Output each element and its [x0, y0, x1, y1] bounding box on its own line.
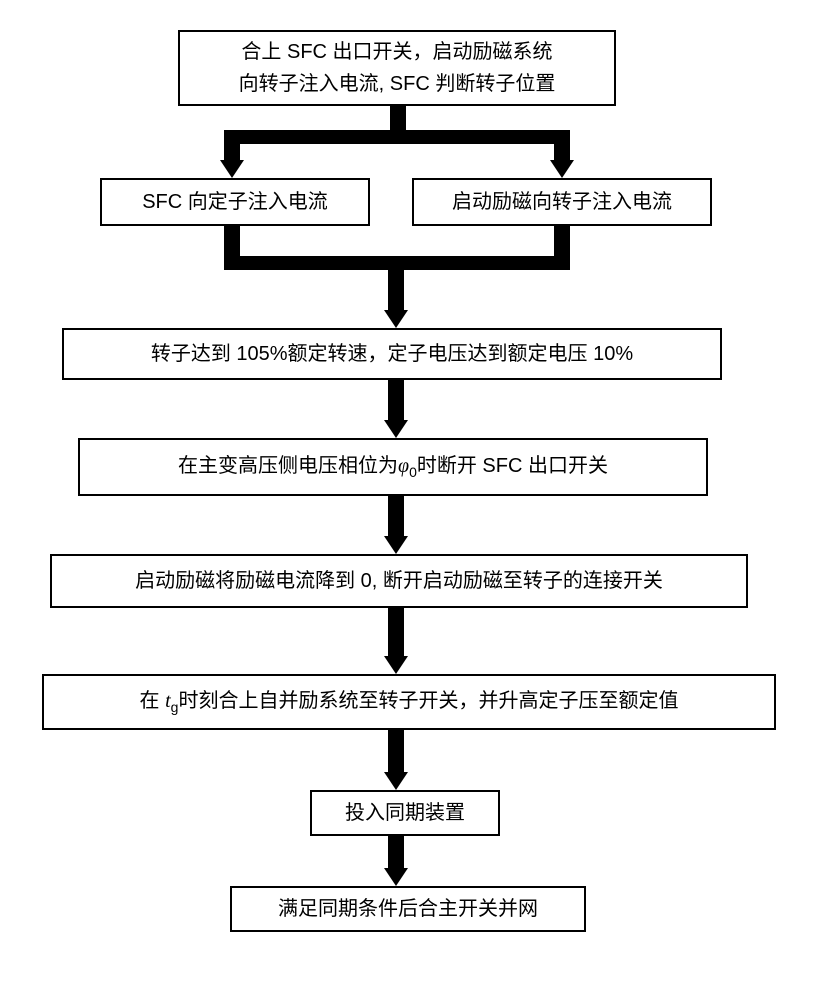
arrow-stem: [388, 256, 404, 312]
node-text-pre: 在主变高压侧电压相位为: [178, 455, 398, 477]
arrow-head: [550, 160, 574, 178]
arrow-stem: [388, 380, 404, 422]
arrow-head: [384, 420, 408, 438]
arrow-stem: [388, 730, 404, 774]
node-start: 合上 SFC 出口开关，启动励磁系统 向转子注入电流, SFC 判断转子位置: [178, 30, 616, 106]
subscript: 0: [409, 464, 417, 480]
node-text-post: 时刻合上自并励系统至转子开关，并升高定子压至额定值: [178, 690, 678, 712]
node-sync-device: 投入同期装置: [310, 790, 500, 836]
node-text-pre: 在: [140, 690, 166, 712]
node-grid-connect: 满足同期条件后合主开关并网: [230, 886, 586, 932]
arrow-head: [384, 868, 408, 886]
node-text: SFC 向定子注入电流: [142, 186, 328, 218]
flowchart-container: 合上 SFC 出口开关，启动励磁系统 向转子注入电流, SFC 判断转子位置 S…: [0, 0, 836, 1000]
arrow-head: [220, 160, 244, 178]
arrow-stem: [224, 130, 240, 162]
arrow-stem: [554, 130, 570, 162]
node-rated-speed: 转子达到 105%额定转速，定子电压达到额定电压 10%: [62, 328, 722, 380]
arrow-stem: [388, 608, 404, 658]
arrow-head: [384, 772, 408, 790]
arrow-stem: [388, 496, 404, 538]
node-text: 合上 SFC 出口开关，启动励磁系统: [241, 41, 552, 63]
arrow-head: [384, 536, 408, 554]
arrow-head: [384, 310, 408, 328]
arrow-head: [384, 656, 408, 674]
node-phase-disconnect: 在主变高压侧电压相位为φ0时断开 SFC 出口开关: [78, 438, 708, 496]
node-excite-rotor: 启动励磁向转子注入电流: [412, 178, 712, 226]
node-text: 投入同期装置: [345, 797, 465, 829]
node-reduce-current: 启动励磁将励磁电流降到 0, 断开启动励磁至转子的连接开关: [50, 554, 748, 608]
symbol-phi: φ: [398, 455, 409, 477]
node-text: 启动励磁将励磁电流降到 0, 断开启动励磁至转子的连接开关: [135, 565, 663, 597]
node-text: 向转子注入电流, SFC 判断转子位置: [239, 73, 556, 95]
arrow-stem: [230, 130, 570, 144]
node-close-switch: 在 tg时刻合上自并励系统至转子开关，并升高定子压至额定值: [42, 674, 776, 730]
node-sfc-stator: SFC 向定子注入电流: [100, 178, 370, 226]
arrow-stem: [388, 836, 404, 870]
node-text: 转子达到 105%额定转速，定子电压达到额定电压 10%: [151, 338, 633, 370]
node-text-post: 时断开 SFC 出口开关: [417, 455, 608, 477]
node-text: 满足同期条件后合主开关并网: [278, 893, 538, 925]
node-text: 启动励磁向转子注入电流: [452, 186, 672, 218]
